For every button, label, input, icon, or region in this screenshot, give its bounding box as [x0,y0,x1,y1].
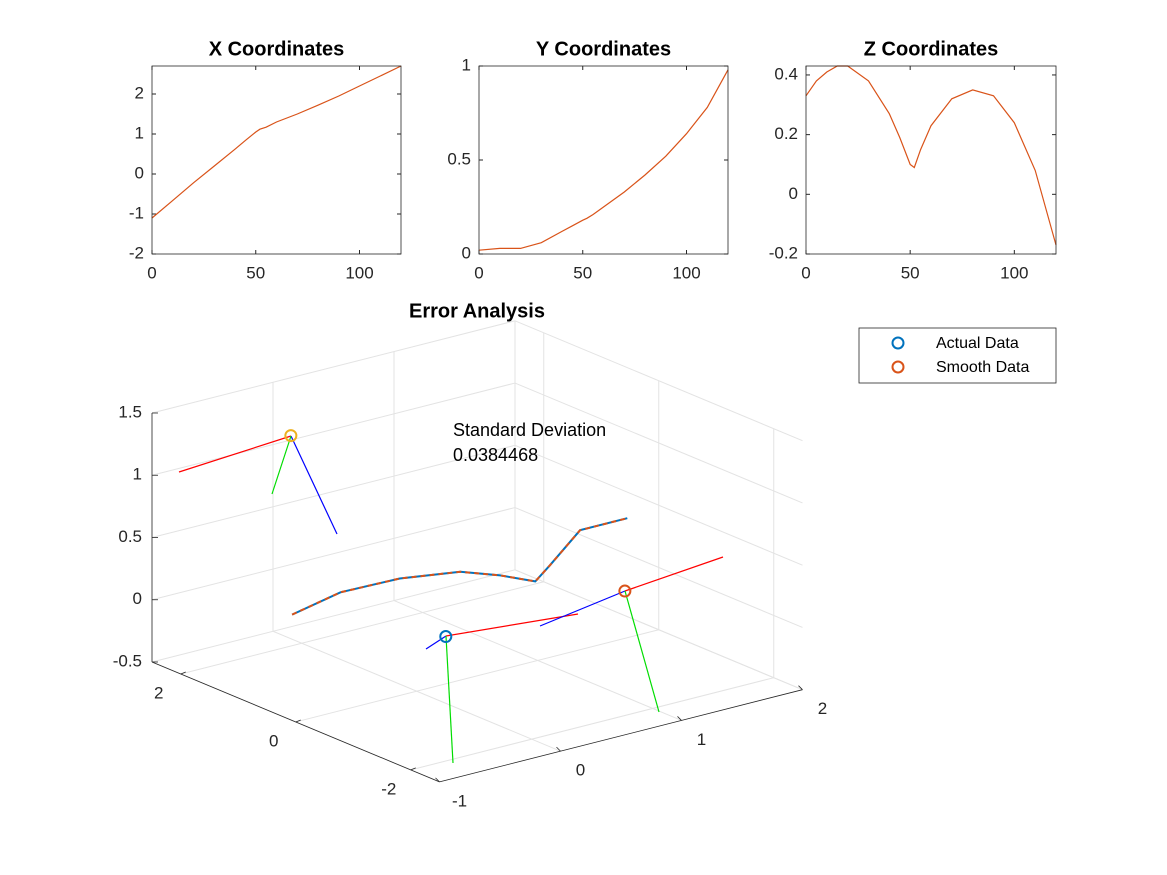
frame-axis [425,635,447,650]
grid-line [295,629,659,723]
z-tick-label: 0.5 [118,527,142,546]
grid-line [151,569,516,663]
data-line [291,517,628,616]
axes-box [805,65,1057,255]
x-tick-label: 0 [801,263,810,282]
grid-line [410,677,774,771]
y-tick-label: -2 [381,779,396,798]
y-tick-label: 0 [789,184,798,203]
x-axis [439,689,803,783]
frame-axis [624,556,724,592]
grid-line [151,320,516,414]
x-tick-label: -1 [452,791,467,810]
legend-box [858,327,1057,384]
frame-axis [290,435,338,535]
marker [439,630,453,644]
y-tick-label: -1 [129,203,144,222]
x-tick-label: 2 [818,699,827,718]
legend: Actual Data Smooth Data [858,327,1057,384]
y-tick-label: 1 [462,55,471,74]
grid-line [151,507,516,601]
y-tick-label: 1 [135,123,144,142]
data-line [478,69,729,251]
x-tick-label: 100 [1000,263,1028,282]
y-tick-label: 0 [269,731,278,750]
data-line [151,65,402,219]
x-tick-label: 1 [697,730,706,749]
legend-marker [891,360,905,374]
x-tick-label: 100 [672,263,700,282]
x-tick-label: 50 [246,263,265,282]
chart-title: Y Coordinates [536,38,671,60]
y-tick-label: 0 [462,243,471,262]
x-tick-label: 100 [345,263,373,282]
marker [284,429,298,443]
x-tick-label: 0 [147,263,156,282]
y-tick [180,671,186,675]
x-tick [677,716,682,721]
chart-title: X Coordinates [209,38,345,60]
y-tick-label: 0.5 [447,149,471,168]
frame-axis [624,590,660,713]
x-tick-label: 50 [573,263,592,282]
frame-axis [271,435,292,495]
y-tick-label: 2 [154,683,163,702]
chart-title: Error Analysis [409,300,545,322]
z-tick-label: 1.5 [118,402,142,421]
frame-axis [445,613,579,637]
x-tick [798,685,803,690]
grid-line [151,444,516,538]
y-tick-label: 0.2 [774,124,798,143]
y-tick-label: 0.4 [774,64,798,83]
y-tick-label: 0 [135,163,144,182]
legend-label: Actual Data [936,335,1019,352]
chart-title: Z Coordinates [864,38,998,60]
annotation: Standard Deviation [453,420,606,440]
y-tick [410,767,416,771]
axes-box [478,65,729,255]
legend-marker [891,336,905,350]
data-line [805,65,1057,246]
pose-frames [178,435,724,764]
grid-line [151,382,516,476]
x-tick-label: 0 [576,761,585,780]
z-tick-label: 0 [133,589,142,608]
x-tick [556,746,561,752]
frame-axis [445,635,454,764]
z-tick-label: -0.5 [113,651,142,670]
annotation: 0.0384468 [453,445,538,465]
y-tick-label: -0.2 [769,243,798,262]
legend-label: Smooth Data [936,359,1029,376]
z-tick-label: 1 [133,465,142,484]
axes-box [151,65,402,255]
x-tick [435,777,440,783]
x-tick-label: 0 [474,263,483,282]
x-tick-label: 50 [901,263,920,282]
frame-axis [178,435,292,473]
y-tick-label: -2 [129,243,144,262]
grid-line [180,581,544,675]
y-tick [295,719,301,723]
frame-axis [539,590,626,627]
marker [618,584,632,598]
data-line [291,517,628,616]
y-tick-label: 2 [135,83,144,102]
